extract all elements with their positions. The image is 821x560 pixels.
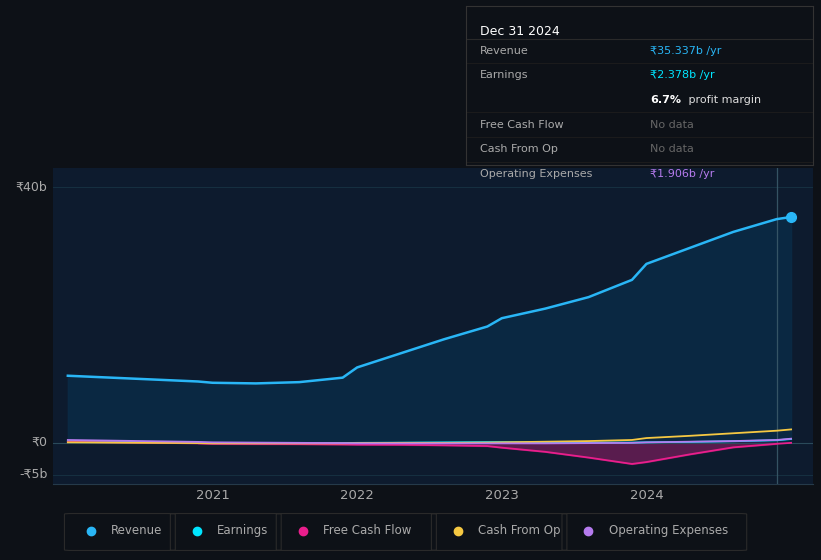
Text: profit margin: profit margin xyxy=(685,95,761,105)
Text: ₹35.337b /yr: ₹35.337b /yr xyxy=(650,45,722,55)
Text: Earnings: Earnings xyxy=(217,524,268,538)
Text: ₹2.378b /yr: ₹2.378b /yr xyxy=(650,70,714,80)
Text: Revenue: Revenue xyxy=(112,524,163,538)
Text: Cash From Op: Cash From Op xyxy=(478,524,561,538)
Text: Free Cash Flow: Free Cash Flow xyxy=(323,524,411,538)
Text: No data: No data xyxy=(650,144,694,155)
Text: Revenue: Revenue xyxy=(480,45,529,55)
Text: Dec 31 2024: Dec 31 2024 xyxy=(480,25,560,38)
Text: -₹5b: -₹5b xyxy=(19,468,48,481)
Text: Earnings: Earnings xyxy=(480,70,529,80)
Text: Free Cash Flow: Free Cash Flow xyxy=(480,120,564,130)
Text: 6.7%: 6.7% xyxy=(650,95,681,105)
Text: Operating Expenses: Operating Expenses xyxy=(480,169,593,179)
Text: ₹0: ₹0 xyxy=(31,436,48,449)
Text: ₹1.906b /yr: ₹1.906b /yr xyxy=(650,169,714,179)
Text: No data: No data xyxy=(650,120,694,130)
Text: Cash From Op: Cash From Op xyxy=(480,144,558,155)
Text: Operating Expenses: Operating Expenses xyxy=(609,524,728,538)
Text: ₹40b: ₹40b xyxy=(16,181,48,194)
